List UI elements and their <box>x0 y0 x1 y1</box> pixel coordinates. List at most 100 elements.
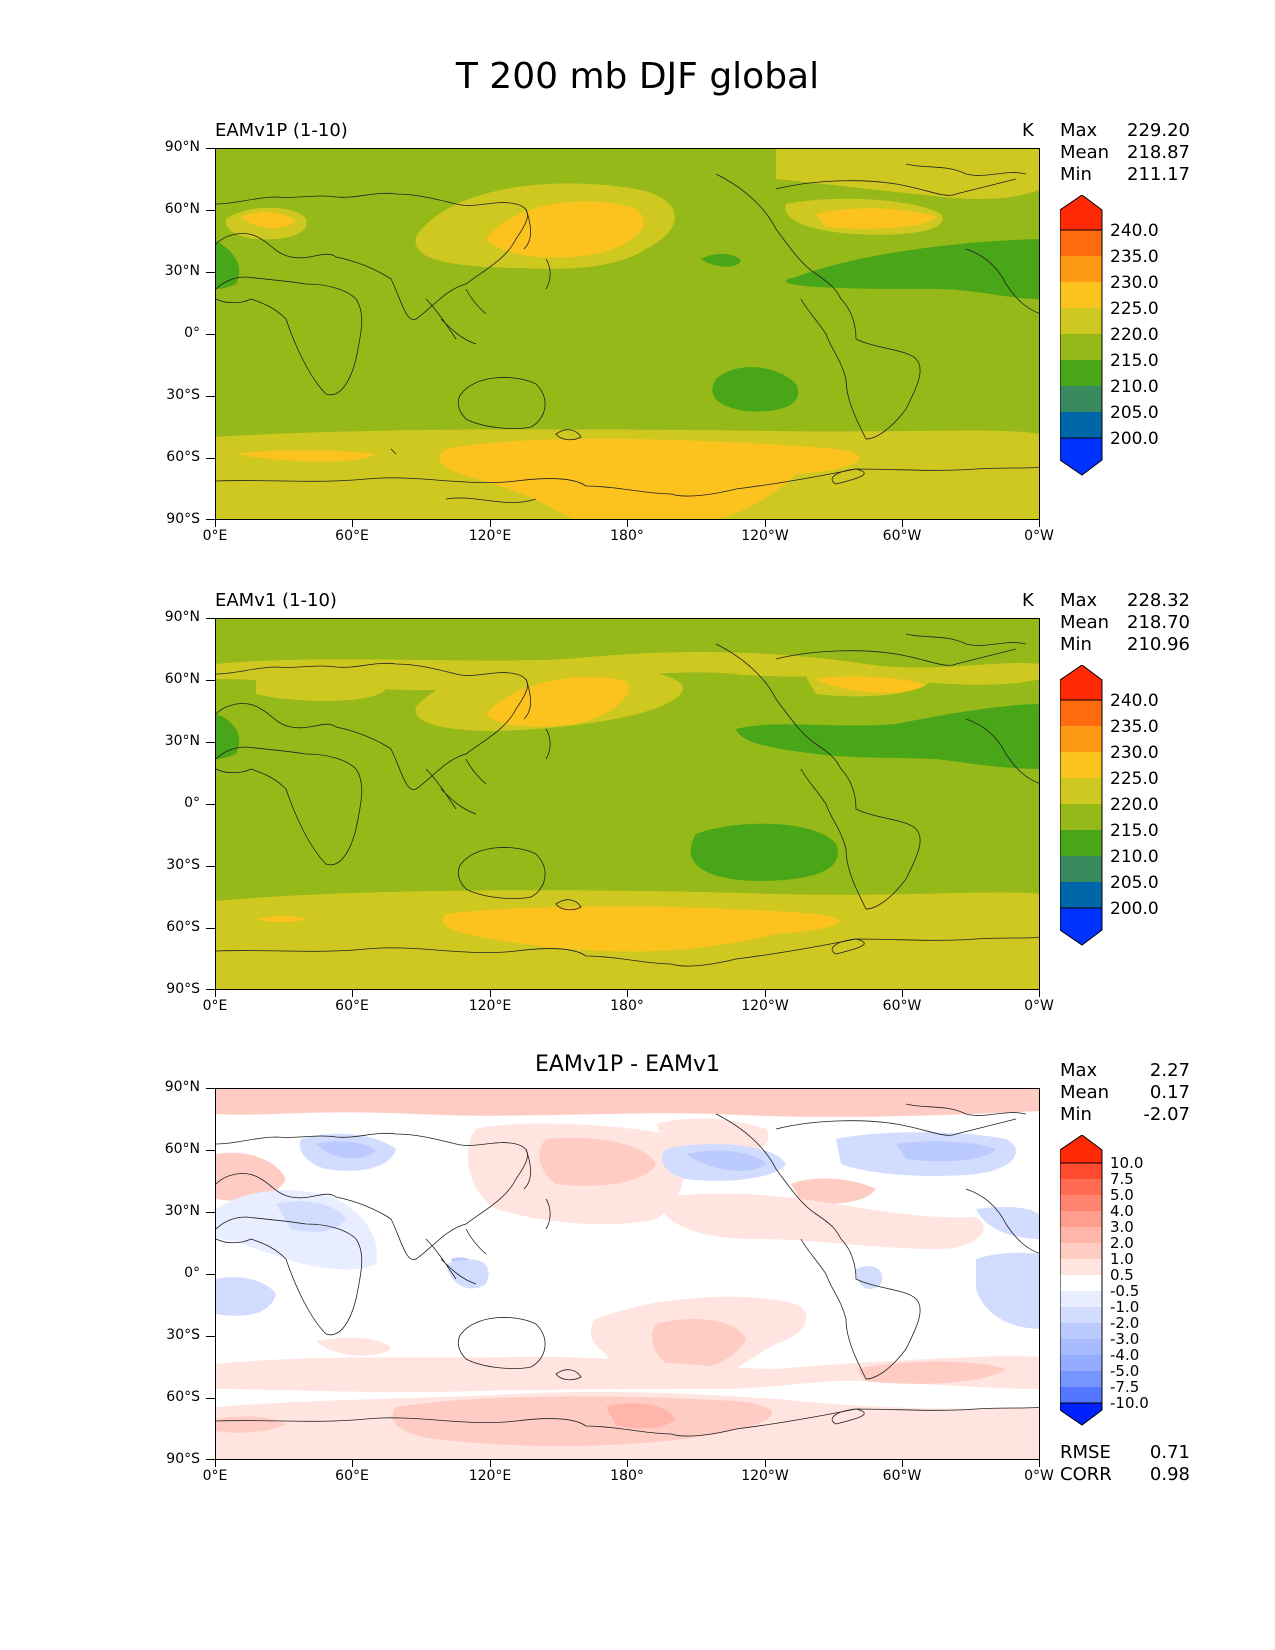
colorbar-label: -10.0 <box>1110 1394 1149 1412</box>
y-tick-label: 90°S <box>166 1451 200 1467</box>
stat-mean: 218.87 <box>1127 142 1190 163</box>
units-label: K <box>1022 120 1034 141</box>
stats-box: Max 2.27 Mean 0.17 Min -2.07 <box>1060 1060 1190 1126</box>
colorbar-label: 230.0 <box>1110 743 1159 763</box>
y-tick-label: 30°N <box>164 733 200 749</box>
stat-label: Max <box>1060 590 1098 611</box>
coastlines <box>216 1103 1039 1437</box>
x-tick-label: 180° <box>610 528 644 544</box>
x-tick-label: 120°W <box>741 528 789 544</box>
colorbar-label: 4.0 <box>1110 1202 1134 1220</box>
y-tick-label: 60°S <box>166 449 200 465</box>
colorbar-label: 210.0 <box>1110 847 1159 867</box>
x-tick-label: 0°E <box>202 1468 228 1484</box>
colorbar-label: -3.0 <box>1110 1330 1140 1348</box>
colorbar-label: 10.0 <box>1110 1154 1144 1172</box>
x-tick <box>902 990 903 997</box>
colorbar-label: 220.0 <box>1110 795 1159 815</box>
colorbar-label: 220.0 <box>1110 325 1159 345</box>
y-tick <box>206 989 215 990</box>
colorbar-label: 230.0 <box>1110 273 1159 293</box>
metric-corr: 0.98 <box>1149 1464 1190 1485</box>
colorbar-label: 210.0 <box>1110 377 1159 397</box>
colorbar-label: 2.0 <box>1110 1234 1134 1252</box>
x-tick <box>215 990 216 997</box>
x-tick <box>627 990 628 997</box>
x-tick <box>765 990 766 997</box>
colorbar-label: 235.0 <box>1110 247 1159 267</box>
y-tick <box>206 272 215 273</box>
stats-box: Max 229.20 Mean 218.87 Min 211.17 <box>1060 120 1190 186</box>
colorbar-label: 0.5 <box>1110 1266 1134 1284</box>
y-tick-label: 30°S <box>166 387 200 403</box>
stat-label: Max <box>1060 1060 1098 1081</box>
x-tick-label: 60°W <box>882 528 922 544</box>
stat-label: Min <box>1060 1104 1092 1125</box>
colorbar-label: -5.0 <box>1110 1362 1140 1380</box>
metric-label: RMSE <box>1060 1442 1111 1463</box>
y-tick-label: 0° <box>184 795 200 811</box>
colorbar <box>1060 1135 1103 1426</box>
y-tick <box>206 1459 215 1460</box>
x-tick-label: 120°W <box>741 1468 789 1484</box>
x-tick <box>352 990 353 997</box>
x-tick-label: 120°E <box>468 1468 512 1484</box>
figure-title: T 200 mb DJF global <box>455 56 820 97</box>
colorbar <box>1060 195 1103 476</box>
x-tick-label: 60°E <box>335 998 369 1014</box>
x-tick <box>902 1460 903 1467</box>
x-tick-label: 120°W <box>741 998 789 1014</box>
metric-rmse: 0.71 <box>1149 1442 1190 1463</box>
colorbar-label: 240.0 <box>1110 691 1159 711</box>
stat-label: Mean <box>1060 142 1110 163</box>
y-tick-label: 90°N <box>164 1079 200 1095</box>
x-tick-label: 0°W <box>1024 1468 1054 1484</box>
x-tick <box>1039 990 1040 997</box>
stat-max: 2.27 <box>1149 1060 1190 1081</box>
x-tick-label: 0°W <box>1024 998 1054 1014</box>
map-plot <box>215 148 1040 520</box>
y-tick-label: 30°N <box>164 1203 200 1219</box>
map-plot <box>215 618 1040 990</box>
y-tick <box>206 334 215 335</box>
colorbar-label: -4.0 <box>1110 1346 1140 1364</box>
colorbar-label: 205.0 <box>1110 403 1159 423</box>
x-tick <box>490 1460 491 1467</box>
y-tick <box>206 742 215 743</box>
stat-min: 210.96 <box>1127 634 1190 655</box>
x-tick-label: 120°E <box>468 528 512 544</box>
y-tick <box>206 396 215 397</box>
y-tick <box>206 618 215 619</box>
y-tick <box>206 148 215 149</box>
colorbar-label: 235.0 <box>1110 717 1159 737</box>
y-tick <box>206 1336 215 1337</box>
stat-mean: 218.70 <box>1127 612 1190 633</box>
y-tick <box>206 1088 215 1089</box>
y-tick-label: 90°S <box>166 981 200 997</box>
units-label: K <box>1022 590 1034 611</box>
y-tick-label: 60°S <box>166 919 200 935</box>
x-tick <box>352 520 353 527</box>
panel-difference: EAMv1P - EAMv1 <box>0 1052 1275 1560</box>
y-tick-label: 90°N <box>164 139 200 155</box>
stat-label: Mean <box>1060 1082 1110 1103</box>
stat-mean: 0.17 <box>1149 1082 1190 1103</box>
stat-label: Min <box>1060 164 1092 185</box>
y-tick <box>206 680 215 681</box>
y-tick <box>206 210 215 211</box>
temperature-field <box>216 149 1039 519</box>
x-tick <box>627 520 628 527</box>
panel-title: EAMv1 (1-10) <box>215 590 337 611</box>
stat-min: 211.17 <box>1127 164 1190 185</box>
x-tick <box>490 990 491 997</box>
colorbar-label: -2.0 <box>1110 1314 1140 1332</box>
stat-min: -2.07 <box>1143 1104 1190 1125</box>
difference-field <box>216 1089 1039 1459</box>
stat-label: Min <box>1060 634 1092 655</box>
colorbar-label: -0.5 <box>1110 1282 1140 1300</box>
x-tick <box>1039 1460 1040 1467</box>
colorbar-label: 3.0 <box>1110 1218 1134 1236</box>
colorbar-label: 225.0 <box>1110 769 1159 789</box>
colorbar-label: 200.0 <box>1110 899 1159 919</box>
x-tick-label: 0°E <box>202 998 228 1014</box>
